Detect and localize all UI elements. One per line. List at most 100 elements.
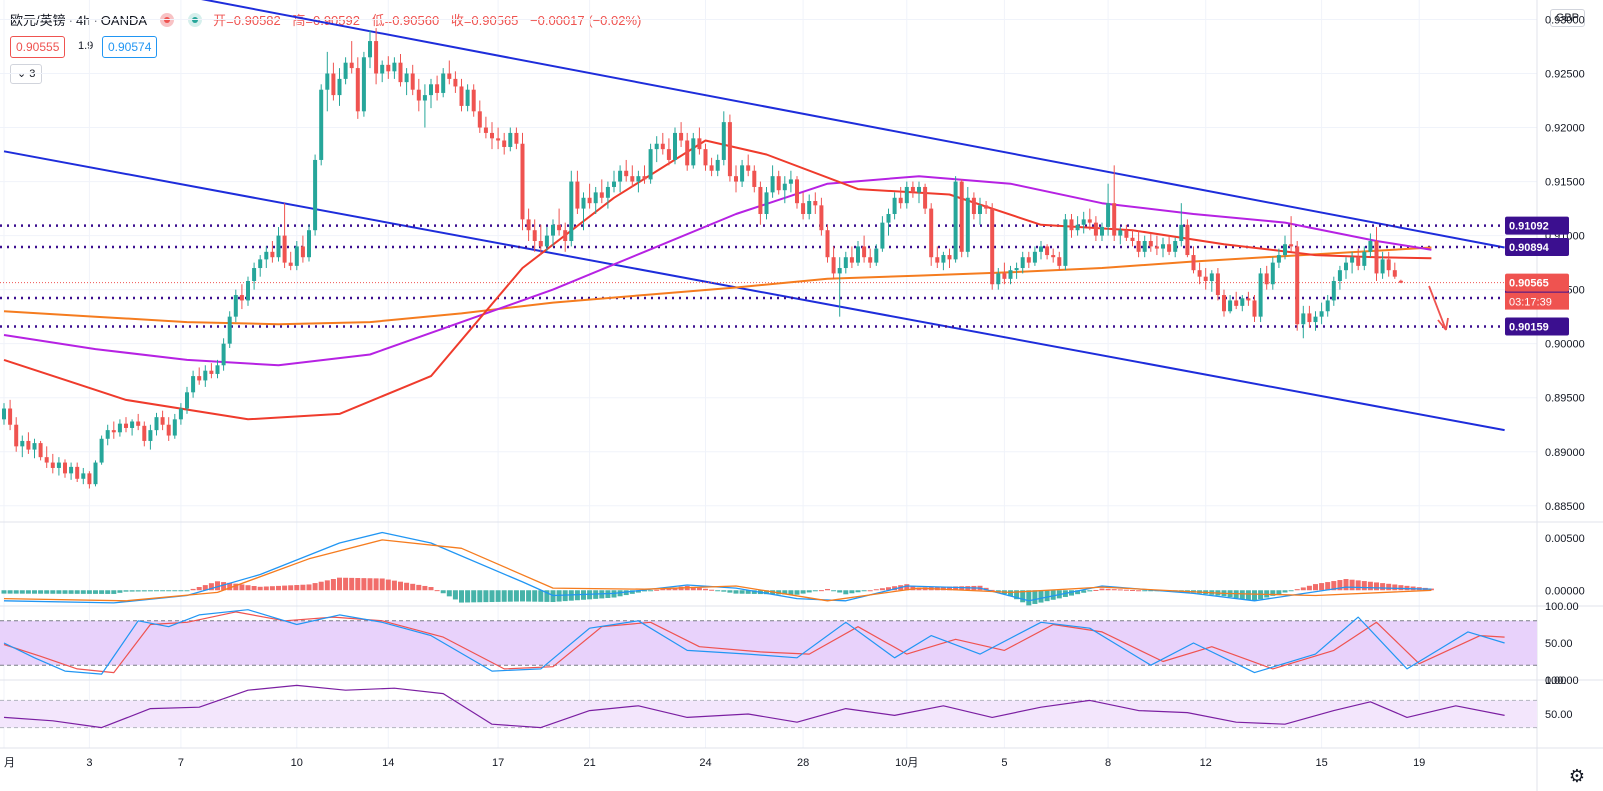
candle-body [1136,241,1141,252]
candle-body [764,192,769,214]
candle-body [849,257,854,263]
candle-body [959,181,964,252]
candle-body [81,473,86,479]
rsi-axis-tick: 50.00 [1545,709,1573,721]
candle-body [44,457,49,463]
candle-body [374,41,379,74]
macd-histogram-bar [276,585,281,591]
macd-histogram-bar [1398,585,1404,591]
candle-body [587,197,592,204]
macd-histogram-bar [324,580,330,591]
price-axis-tick: 0.89500 [1545,393,1585,405]
candle-body [673,132,677,160]
macd-histogram-bar [532,590,538,602]
candle-body [1301,313,1306,325]
macd-histogram-bar [1123,589,1129,591]
macd-histogram-bar [221,582,227,591]
macd-histogram-bar [1367,581,1373,591]
candle-body [185,392,189,409]
candle-body [1124,230,1129,238]
macd-histogram-bar [1050,590,1056,600]
candle-body [788,179,793,184]
candle-body [368,41,372,58]
candle-body [453,78,458,87]
candle-body [209,370,214,374]
macd-histogram-bar [269,586,275,591]
macd-histogram-bar [513,590,519,602]
level-label-bg [1505,216,1569,235]
candle-body [1069,219,1074,231]
candle-body [886,213,891,223]
macd-histogram-bar [74,590,80,594]
candle-body [447,73,452,79]
candle-body [270,251,275,258]
macd-histogram-bar [1349,579,1355,591]
macd-histogram-bar [80,590,86,594]
candle-body [221,343,226,366]
symbol-name[interactable]: 欧元/英镑 [10,13,66,28]
buy-button[interactable]: 0.90574 [102,36,158,58]
macd-histogram-bar [367,578,373,591]
macd-histogram-bar [959,586,965,591]
macd-histogram-bar [422,585,428,591]
macd-histogram-bar [208,583,214,591]
chevron-down-icon: ⌄ [17,68,30,80]
candle-body [1106,203,1111,227]
candle-body [1179,224,1184,242]
candle-body [984,205,989,209]
macd-histogram-bar [452,590,458,600]
candle-body [258,259,263,269]
macd-histogram-bar [715,590,721,592]
macd-histogram-bar [239,584,245,591]
candle-body [410,73,415,90]
candle-body [612,181,616,187]
price-axis-tick: 0.93000 [1545,14,1585,26]
macd-histogram-bar [947,586,952,591]
candle-body [136,421,141,426]
macd-histogram [1,577,1434,606]
macd-histogram-bar [428,587,434,591]
macd-histogram-bar [916,587,922,591]
candle-body [904,186,909,204]
macd-histogram-bar [379,578,385,591]
candle-body [654,143,659,150]
macd-histogram-bar [1428,588,1434,591]
candle-body [1258,273,1263,317]
candle-body [1002,273,1007,279]
candle-body [154,417,159,431]
candle-body [599,192,604,198]
time-axis-tick: 24 [699,757,711,769]
candle-body [38,443,43,458]
macd-histogram-bar [312,583,318,591]
candle-body [1337,270,1342,281]
current-price-label: 0.90565 [1509,278,1549,290]
indicators-count: 3 [29,68,36,80]
candle-body [99,438,104,463]
candle-body [20,440,25,447]
countdown-bg [1505,292,1569,310]
gear-icon[interactable]: ⚙ [1568,766,1585,786]
interval-label[interactable]: 4h [75,13,91,28]
macd-histogram-bar [263,586,269,591]
macd-histogram-bar [44,590,50,594]
macd-histogram-bar [318,581,324,591]
candle-body [1075,224,1080,231]
macd-histogram-bar [733,590,739,594]
candle-body [1154,246,1159,249]
sell-button[interactable]: 0.90555 [10,36,66,58]
stoch-d-line [3,611,1505,674]
macd-histogram-bar [1105,588,1111,591]
macd-histogram-bar [1319,583,1325,591]
candle-body [618,170,623,182]
indicators-collapse-button[interactable]: ⌄ 3 [10,64,43,84]
currency-button[interactable]: GBP [1549,9,1585,27]
macd-histogram-bar [1331,581,1337,591]
macd-histogram-bar [343,577,349,591]
macd-histogram-bar [361,578,367,591]
candle-body [380,64,385,74]
candle-body [465,89,470,106]
macd-histogram-bar [282,585,288,591]
macd-histogram-bar [93,590,98,594]
macd-histogram-bar [62,590,68,594]
